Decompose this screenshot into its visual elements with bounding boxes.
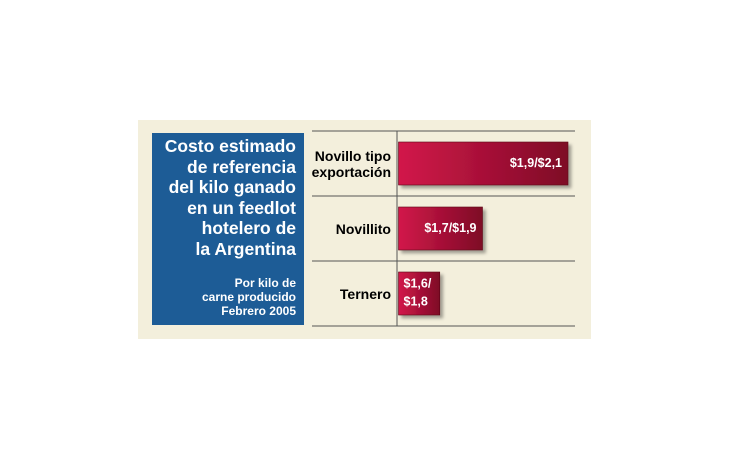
category-label: Novillo tipo exportación bbox=[311, 147, 391, 180]
bar bbox=[398, 206, 483, 251]
value-label: $1,9/$2,1 bbox=[510, 156, 562, 170]
bar bbox=[398, 141, 569, 186]
value-label: $1,7/$1,9 bbox=[424, 221, 476, 235]
bar bbox=[398, 271, 441, 316]
category-label: Ternero bbox=[339, 285, 391, 302]
chart-title: Costo estimado de referencia del kilo ga… bbox=[164, 136, 296, 259]
chart-subtitle: Por kilo de carne producido Febrero 2005 bbox=[201, 276, 296, 318]
title-box bbox=[152, 133, 304, 325]
category-label: Novillito bbox=[335, 220, 391, 237]
value-label: $1,6/$1,8 bbox=[404, 277, 432, 309]
